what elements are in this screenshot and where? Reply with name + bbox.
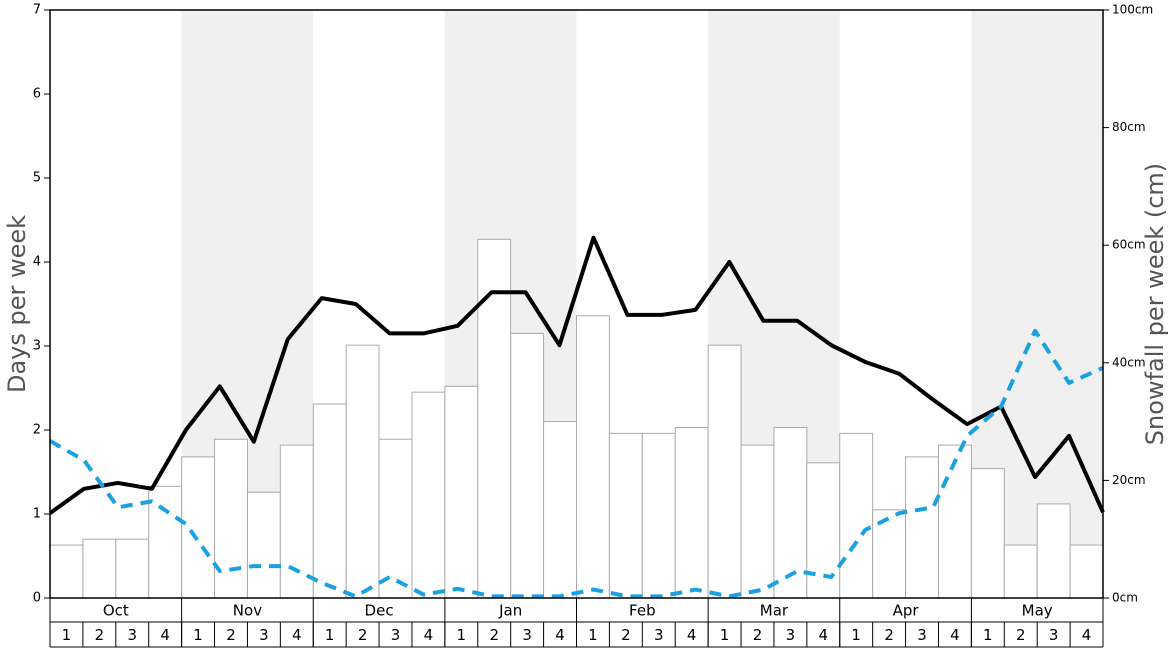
x-tick-label: 3 — [654, 626, 664, 644]
bar — [970, 468, 1005, 599]
y2-tick-label: 20cm — [1112, 473, 1146, 487]
x-tick-label: 4 — [424, 626, 434, 644]
y2-tick-label: 80cm — [1112, 120, 1146, 134]
line — [48, 235, 1105, 515]
bar — [345, 344, 380, 599]
bar — [246, 491, 281, 599]
x-tick-label: 4 — [555, 626, 565, 644]
y-tick-label: 5 — [33, 171, 41, 186]
bar — [839, 432, 874, 599]
x-tick-label: 1 — [62, 626, 72, 644]
y-tick-label: 3 — [33, 339, 41, 354]
bar — [1069, 544, 1104, 599]
x-tick-label: 3 — [1049, 626, 1059, 644]
bar — [543, 421, 577, 599]
bar — [312, 403, 347, 599]
x-tick-label: 1 — [325, 626, 335, 644]
y2-tick-label: 40cm — [1112, 355, 1146, 369]
x-tick-label: 2 — [95, 626, 105, 644]
bar — [444, 385, 479, 599]
bar — [148, 485, 183, 599]
bar — [608, 432, 643, 599]
bar — [674, 426, 709, 599]
line — [49, 328, 1104, 599]
x-tick-label: 3 — [522, 626, 532, 644]
bar — [806, 462, 841, 599]
x-tick-label: 4 — [819, 626, 829, 644]
y-tick-label: 7 — [33, 3, 41, 18]
x-tick-label: 1 — [983, 626, 993, 644]
bar — [937, 444, 972, 599]
bar — [510, 332, 545, 599]
bar — [740, 444, 775, 599]
month-label: Mar — [760, 602, 789, 620]
y2-tick-label: 60cm — [1112, 238, 1146, 252]
x-tick-label: 2 — [884, 626, 894, 644]
x-tick-label: 1 — [720, 626, 730, 644]
x-tick-label: 1 — [193, 626, 203, 644]
x-tick-label: 1 — [457, 626, 467, 644]
x-tick-label: 2 — [621, 626, 631, 644]
bar — [576, 315, 610, 599]
bar — [1036, 503, 1071, 599]
y-tick-label: 2 — [33, 423, 41, 438]
x-tick-label: 4 — [292, 626, 302, 644]
month-label: Jan — [498, 602, 522, 620]
x-tick-label: 3 — [127, 626, 137, 644]
bar — [378, 438, 413, 599]
bar — [214, 438, 248, 599]
x-tick-label: 2 — [226, 626, 236, 644]
x-tick-label: 2 — [753, 626, 763, 644]
y2-tick-label: 100cm — [1112, 3, 1153, 17]
bar — [49, 544, 84, 599]
bar — [773, 426, 808, 599]
month-label: Apr — [893, 602, 920, 620]
bar — [905, 456, 939, 599]
x-tick-label: 1 — [851, 626, 861, 644]
x-tick-label: 2 — [1016, 626, 1026, 644]
x-tick-label: 4 — [950, 626, 960, 644]
month-label: Dec — [365, 602, 394, 620]
x-tick-label: 4 — [687, 626, 697, 644]
x-tick-label: 3 — [391, 626, 401, 644]
bar — [115, 538, 150, 599]
month-label: Feb — [629, 602, 656, 620]
y-axis-label: Days per week — [3, 215, 31, 393]
bar — [641, 432, 676, 599]
month-label: May — [1022, 602, 1053, 620]
x-tick-label: 3 — [259, 626, 269, 644]
bar — [181, 456, 216, 599]
x-tick-label: 4 — [160, 626, 170, 644]
x-tick-label: 4 — [1082, 626, 1092, 644]
y-tick-label: 0 — [33, 591, 41, 606]
month-label: Oct — [103, 602, 129, 620]
x-tick-label: 2 — [358, 626, 368, 644]
x-tick-label: 3 — [786, 626, 796, 644]
bar — [1003, 544, 1038, 599]
y2-axis-label: Snowfall per week (cm) — [1141, 163, 1168, 445]
bar — [707, 344, 742, 599]
y2-tick-label: 0cm — [1112, 591, 1138, 605]
y-tick-label: 1 — [33, 507, 41, 522]
y-tick-label: 6 — [33, 87, 41, 102]
x-tick-label: 3 — [917, 626, 927, 644]
x-tick-label: 2 — [489, 626, 499, 644]
x-tick-label: 1 — [588, 626, 598, 644]
bar — [411, 391, 446, 599]
month-label: Nov — [233, 602, 262, 620]
y-tick-label: 4 — [33, 255, 41, 270]
bar — [82, 538, 117, 599]
